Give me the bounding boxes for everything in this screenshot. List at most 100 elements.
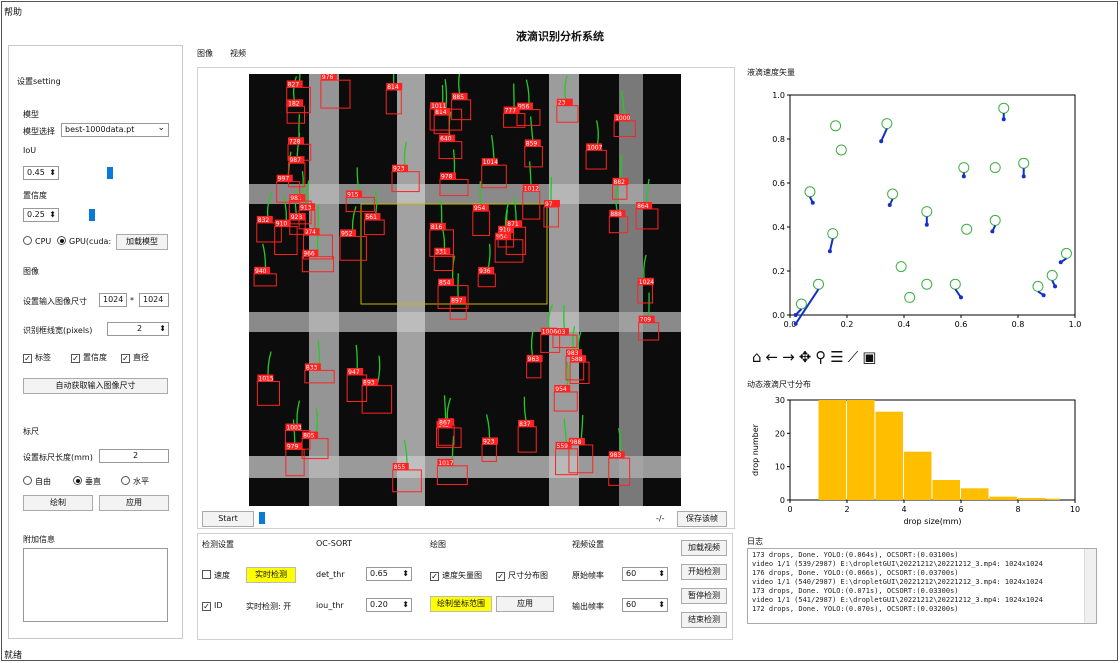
load-video-button[interactable]: 加载视频 [681,540,727,556]
device-cpu-radio[interactable]: CPU [23,236,51,246]
radio-icon [23,476,32,485]
line-width-spinbox[interactable]: 2 [107,322,169,336]
detection-label: 954 [496,234,508,241]
detection-boxes: 897 1003 956 936 966 1012 954 979 954 814 864 331 89… [253,74,660,493]
detection-label-bg [320,74,337,81]
droplet-marker [921,278,933,290]
detection-label: 947 [348,369,360,376]
apply-scale-button[interactable]: 应用 [99,495,169,511]
detection-label: 816 [431,224,443,231]
configure-icon[interactable]: ☰ [830,348,848,366]
app-title: 液滴识别分析系统 [516,30,604,43]
start-detect-button[interactable]: 开始检测 [681,564,727,580]
log-scrollbar[interactable] [1084,549,1096,623]
detection-label: 915 [347,191,359,198]
back-icon[interactable]: ← [765,348,783,366]
det-thr-spinbox[interactable]: 0.65 [366,567,412,581]
model-section-label: 模型 [23,110,39,119]
diameter-checkbox[interactable]: ✓ 直径 [121,353,149,363]
x-tick-label: 0 [787,505,792,514]
velocity-arrow [828,238,834,252]
stop-detect-button[interactable]: 结束检测 [681,612,727,628]
log-output[interactable]: 173 drops, Done. YOLO:(0.064s), OCSORT:(… [747,548,1097,624]
detection-label-bg [612,177,629,185]
zoom-icon[interactable]: ⚲ [815,348,831,366]
detection-label-bg [340,229,357,237]
vector-plot-checkbox[interactable]: ✓ 速度矢量图 [430,571,482,581]
y-tick-label: 1.0 [772,91,785,100]
start-button[interactable]: Start [202,511,254,527]
img-height-input[interactable]: 1024 [139,293,169,307]
detection-label: 928 [291,214,303,221]
checkbox-checked-icon: ✓ [23,354,32,363]
detection-label: 559 [557,443,569,450]
detection-label: 1017 [438,460,453,467]
home-icon[interactable]: ⌂ [752,348,766,366]
radio-horizontal[interactable]: 水平 [121,476,149,487]
detection-label-bg [614,113,631,121]
img-width-input[interactable]: 1024 [99,293,127,307]
model-select[interactable]: best-1000data.pt [61,123,169,137]
droplet-marker [958,162,970,174]
detection-label: 910 [276,221,288,228]
detection-label-bg [637,277,654,285]
conf-checkbox[interactable]: ✓ 置信度 [71,353,107,363]
device-gpu-radio[interactable]: GPU(cuda: [57,236,111,246]
y-tick-label: 10 [775,463,785,472]
plot-apply-button[interactable]: 应用 [496,596,554,612]
y-tick-label: 0.4 [772,223,785,232]
detection-box [556,105,579,123]
conf-spinbox[interactable]: 0.25 [23,208,59,222]
x-tick-label: 6 [958,505,963,514]
y-tick-label: 0.0 [772,311,785,320]
scale-length-input[interactable]: 2 [99,449,169,463]
forward-icon[interactable]: → [782,348,799,366]
detection-label: 1014 [483,159,498,166]
detection-label: 1011 [431,103,446,110]
radio-vertical[interactable]: 垂直 [73,476,101,487]
playback-slider[interactable] [259,512,265,524]
detection-label: 897 [451,297,463,304]
pan-icon[interactable]: ✥ [798,348,816,366]
conf-slider[interactable] [89,209,95,221]
edit-axis-icon[interactable]: ⟋ [847,348,863,366]
droplet-marker [1046,269,1058,281]
output-fps-spinbox[interactable]: 60 [622,598,668,612]
iou-spinbox[interactable]: 0.45 [23,166,59,180]
detection-label-bg [386,83,403,91]
start-fps-spinbox[interactable]: 60 [622,567,668,581]
tab-image[interactable]: 图像 [197,49,213,58]
save-frame-button[interactable]: 保存该帧 [677,511,727,527]
draw-scale-button[interactable]: 绘制 [23,495,93,511]
detection-label-bg [482,437,499,445]
label-checkbox[interactable]: ✓ 标签 [23,353,51,363]
detection-label: 893 [363,380,375,387]
detection-label: 331 [435,249,447,256]
iou-thr-spinbox[interactable]: 0.20 [366,598,412,612]
id-checkbox[interactable]: ✓ ID [202,601,223,611]
detection-label-bg [288,137,305,145]
iou-slider[interactable] [107,167,113,179]
size-plot-checkbox[interactable]: ✓ 尺寸分布图 [496,571,548,581]
velocity-arrow-head [810,200,815,205]
pause-detect-button[interactable]: 暂停检测 [681,588,727,604]
extra-info-textarea[interactable] [23,548,168,622]
detection-label-bg [286,80,303,88]
detection-label: 963 [528,356,540,363]
velocity-arrow-head [1041,293,1046,298]
menu-help[interactable]: 帮助 [4,8,23,18]
dist-chart: 0 2 4 6 8 10 0 10 20 30 drop size(mm) drop number [751,396,1080,526]
plot-range-button[interactable]: 绘制坐标范围 [430,596,492,612]
auto-size-button[interactable]: 自动获取输入图像尺寸 [23,378,168,394]
detection-label-bg [540,327,557,335]
tab-video[interactable]: 视频 [230,49,246,58]
detection-label: 983 [610,452,622,459]
load-model-button[interactable]: 加载模型 [116,234,168,250]
detection-label-bg [364,213,381,221]
settings-panel: 设置setting 模型 模型选择 best-1000data.pt IoU 0… [8,45,183,639]
speed-checkbox[interactable]: 速度 [202,570,230,581]
radio-free[interactable]: 自由 [23,476,51,487]
y-tick-label: 30 [775,396,785,405]
save-icon[interactable]: ▣ [862,348,881,366]
realtime-detect-button[interactable]: 实时检测 [246,567,296,583]
